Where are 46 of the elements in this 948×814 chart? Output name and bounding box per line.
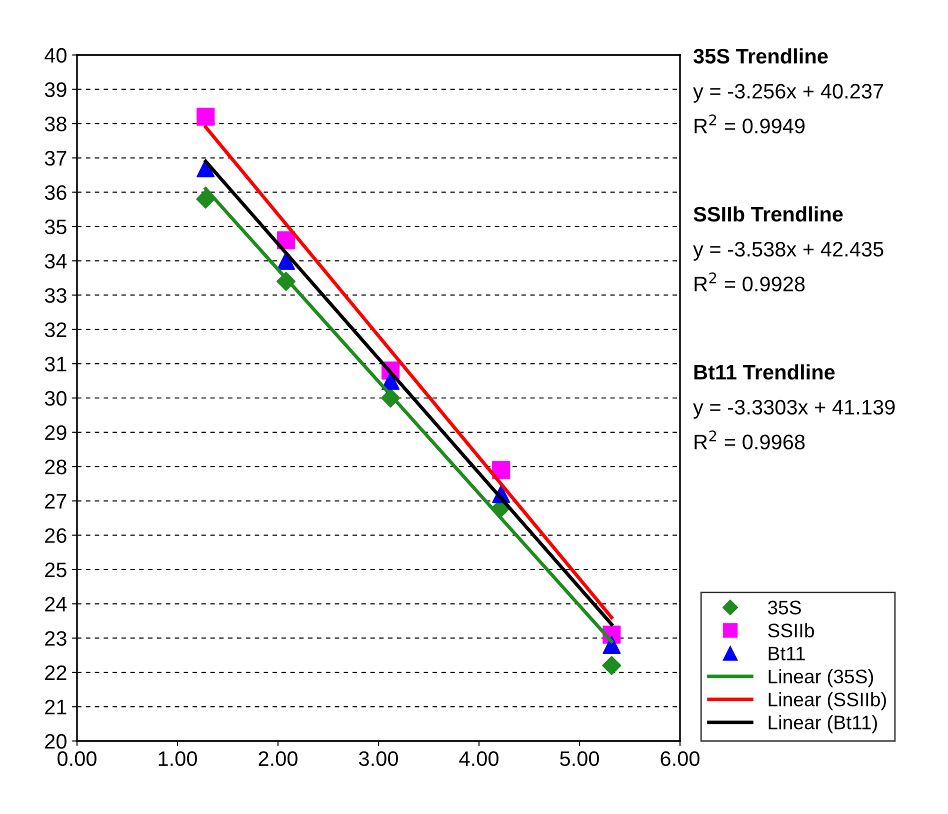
text: R$^{2}$ = 0.9949 — [694, 114, 805, 134]
y-tick-label: 39 — [44, 82, 66, 98]
y-tick-label: 32 — [44, 322, 66, 338]
x-tick-label: 3.00 — [359, 751, 398, 766]
y-tick-label: 26 — [45, 528, 66, 543]
y-tick-label: 28 — [45, 460, 66, 474]
text: R$^{2}$ = 0.9968 — [694, 430, 805, 450]
y-tick-label: 30 — [44, 391, 66, 406]
y-tick-label: 29 — [45, 425, 66, 440]
legend-label: Linear (SSIIb) — [768, 692, 886, 710]
y-tick-label: 37 — [44, 150, 66, 166]
y-tick-label: 33 — [44, 288, 66, 303]
y-tick-label: 23 — [45, 631, 66, 646]
y-tick-label: 21 — [45, 700, 66, 714]
legend-label: SSIIb — [768, 623, 814, 638]
y-tick-label: 22 — [45, 665, 66, 680]
x-tick-label: 6.00 — [660, 751, 700, 766]
text: R$^{2}$ = 0.9928 — [694, 272, 805, 292]
legend-label: 35S — [768, 600, 801, 614]
point — [196, 108, 215, 126]
text: Bt11 Trendline — [694, 364, 835, 380]
y-tick-label: 40 — [44, 48, 66, 63]
y-tick-label: 25 — [45, 562, 66, 578]
legend-label: Bt11 — [768, 646, 805, 660]
legend-label: Linear (Bt11) — [768, 715, 877, 734]
y-tick-label: 36 — [44, 185, 66, 200]
y-tick-label: 34 — [44, 254, 67, 269]
y-tick-label: 31 — [44, 356, 66, 372]
text: y = -3.256x + 40.237 — [693, 84, 884, 103]
text: y = -3.538x + 42.435 — [693, 242, 884, 261]
y-tick-label: 27 — [45, 494, 66, 508]
x-tick-label: 2.00 — [258, 751, 298, 766]
text: 35S Trendline — [693, 48, 828, 64]
y-tick-label: 35 — [44, 220, 66, 234]
text: SSIIb Trendline — [694, 206, 843, 222]
y-tick-label: 24 — [45, 596, 67, 612]
y-tick-label: 20 — [45, 734, 66, 749]
point — [602, 656, 622, 676]
x-tick-label: 0.00 — [58, 751, 96, 766]
x-tick-label: 1.00 — [158, 751, 197, 766]
legend-label: Linear (35S) — [768, 669, 874, 688]
x-tick-label: 4.00 — [459, 751, 498, 766]
text: y = -3.3303x + 41.139 — [693, 400, 895, 419]
y-tick-label: 38 — [44, 116, 66, 132]
point — [492, 461, 510, 480]
x-tick-label: 5.00 — [560, 751, 599, 766]
